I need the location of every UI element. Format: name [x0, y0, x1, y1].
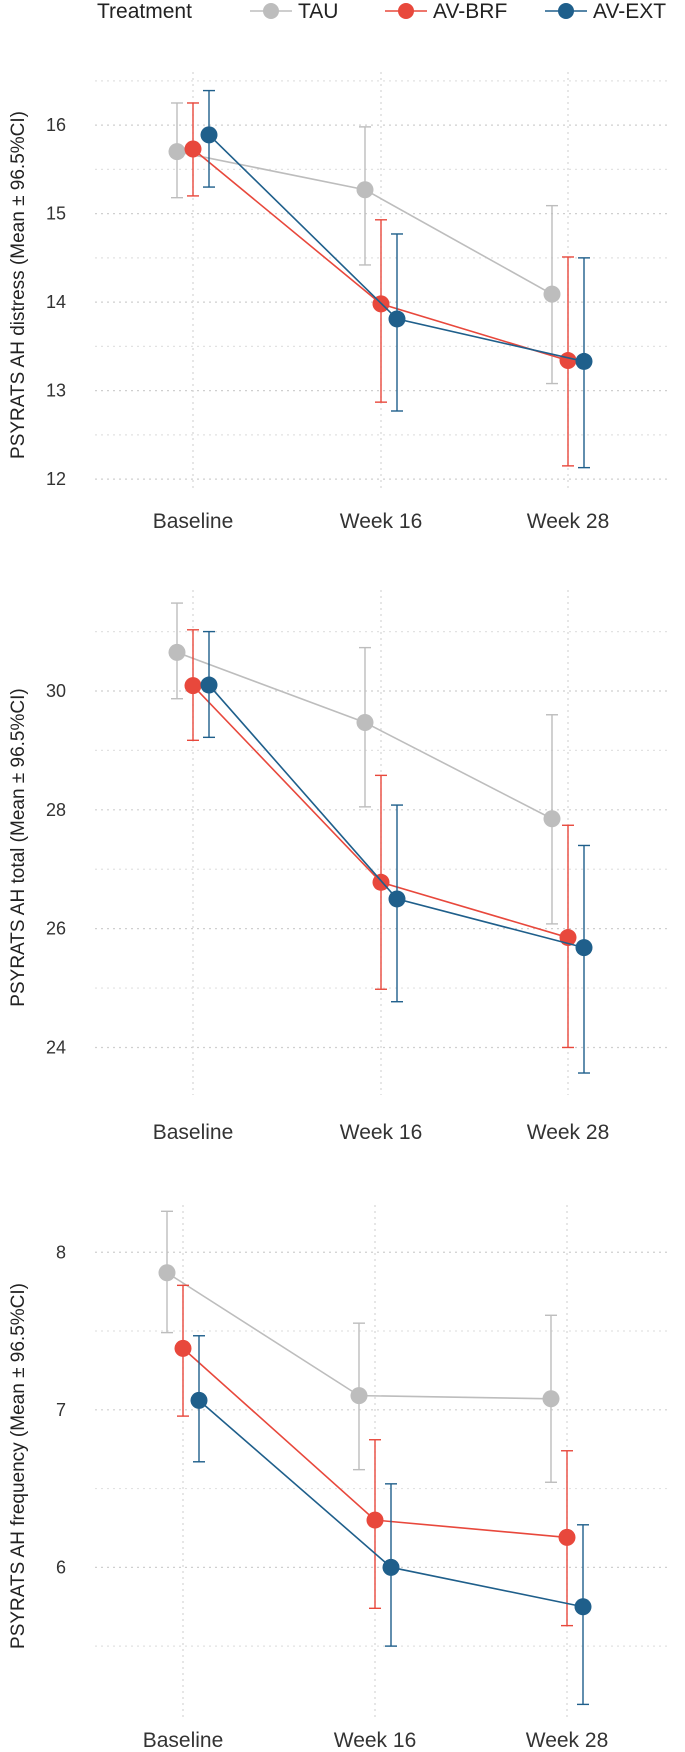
data-point [174, 1339, 192, 1357]
data-point [184, 677, 202, 695]
data-point [542, 1390, 560, 1408]
y-tick-label: 8 [56, 1242, 66, 1262]
x-tick-label: Week 28 [526, 1729, 609, 1752]
legend: Treatment TAU AV-BRF AV-EXT [0, 0, 685, 26]
series-av-ext [200, 630, 593, 1074]
series-av-brf [174, 1284, 576, 1627]
legend-marker-av-brf [385, 3, 427, 19]
x-tick-label: Week 16 [340, 1121, 423, 1144]
data-point [184, 140, 202, 158]
x-tick-label: Week 16 [340, 510, 423, 533]
y-tick-label: 15 [46, 204, 66, 224]
y-tick-label: 24 [46, 1037, 66, 1057]
data-point [382, 1558, 400, 1576]
x-tick-label: Baseline [153, 1121, 234, 1144]
y-tick-label: 26 [46, 919, 66, 939]
series-av-ext [190, 1335, 592, 1706]
data-point [575, 352, 593, 370]
y-axis-label: PSYRATS AH frequency (Mean ± 96.5%CI) [8, 1283, 29, 1649]
data-point [543, 810, 561, 828]
series-tau [168, 102, 561, 385]
series-tau [168, 602, 561, 925]
x-tick-label: Baseline [153, 510, 234, 533]
y-tick-label: 28 [46, 800, 66, 820]
x-tick-label: Week 28 [527, 1121, 610, 1144]
y-tick-label: 13 [46, 381, 66, 401]
data-point [575, 939, 593, 957]
y-axis-label: PSYRATS AH distress (Mean ± 96.5%CI) [8, 111, 29, 459]
data-point [168, 643, 186, 661]
data-point [350, 1387, 368, 1405]
data-point [366, 1511, 384, 1529]
y-tick-label: 16 [46, 115, 66, 135]
data-point [356, 181, 374, 199]
y-tick-label: 30 [46, 681, 66, 701]
data-point [158, 1264, 176, 1282]
data-point [388, 890, 406, 908]
legend-marker-tau [250, 3, 292, 19]
legend-label-av-ext: AV-EXT [593, 0, 667, 23]
x-tick-label: Week 16 [334, 1729, 417, 1752]
series-av-ext [200, 89, 593, 469]
panel-3: 6 7 8 Baseline Week 16 Week 28 PSYRATS AH freq… [8, 1205, 670, 1752]
data-point [559, 352, 577, 370]
legend-marker-av-ext [545, 3, 587, 19]
data-point [543, 285, 561, 303]
y-tick-label: 12 [46, 469, 66, 489]
legend-label-av-brf: AV-BRF [433, 0, 508, 23]
y-tick-label: 7 [56, 1400, 66, 1420]
data-point [168, 143, 186, 161]
y-axis-label: PSYRATS AH total (Mean ± 96.5%CI) [8, 688, 29, 1006]
data-point [200, 126, 218, 144]
panel-1: 12 13 14 15 16 Baseline Week 16 Week 28 PSYRATS … [8, 72, 670, 533]
x-tick-label: Baseline [143, 1729, 224, 1752]
y-tick-label: 6 [56, 1557, 66, 1577]
data-point [200, 676, 218, 694]
data-point [558, 1528, 576, 1546]
x-tick-label: Week 28 [527, 510, 610, 533]
legend-label-tau: TAU [298, 0, 339, 23]
data-point [190, 1391, 208, 1409]
legend-title: Treatment [97, 0, 192, 23]
data-point [574, 1598, 592, 1616]
y-tick-label: 14 [46, 292, 66, 312]
data-point [388, 310, 406, 328]
series-tau [158, 1210, 560, 1483]
panel-2: 24 26 28 30 Baseline Week 16 Week 28 PSYRATS AH… [8, 590, 670, 1144]
data-point [356, 713, 374, 731]
